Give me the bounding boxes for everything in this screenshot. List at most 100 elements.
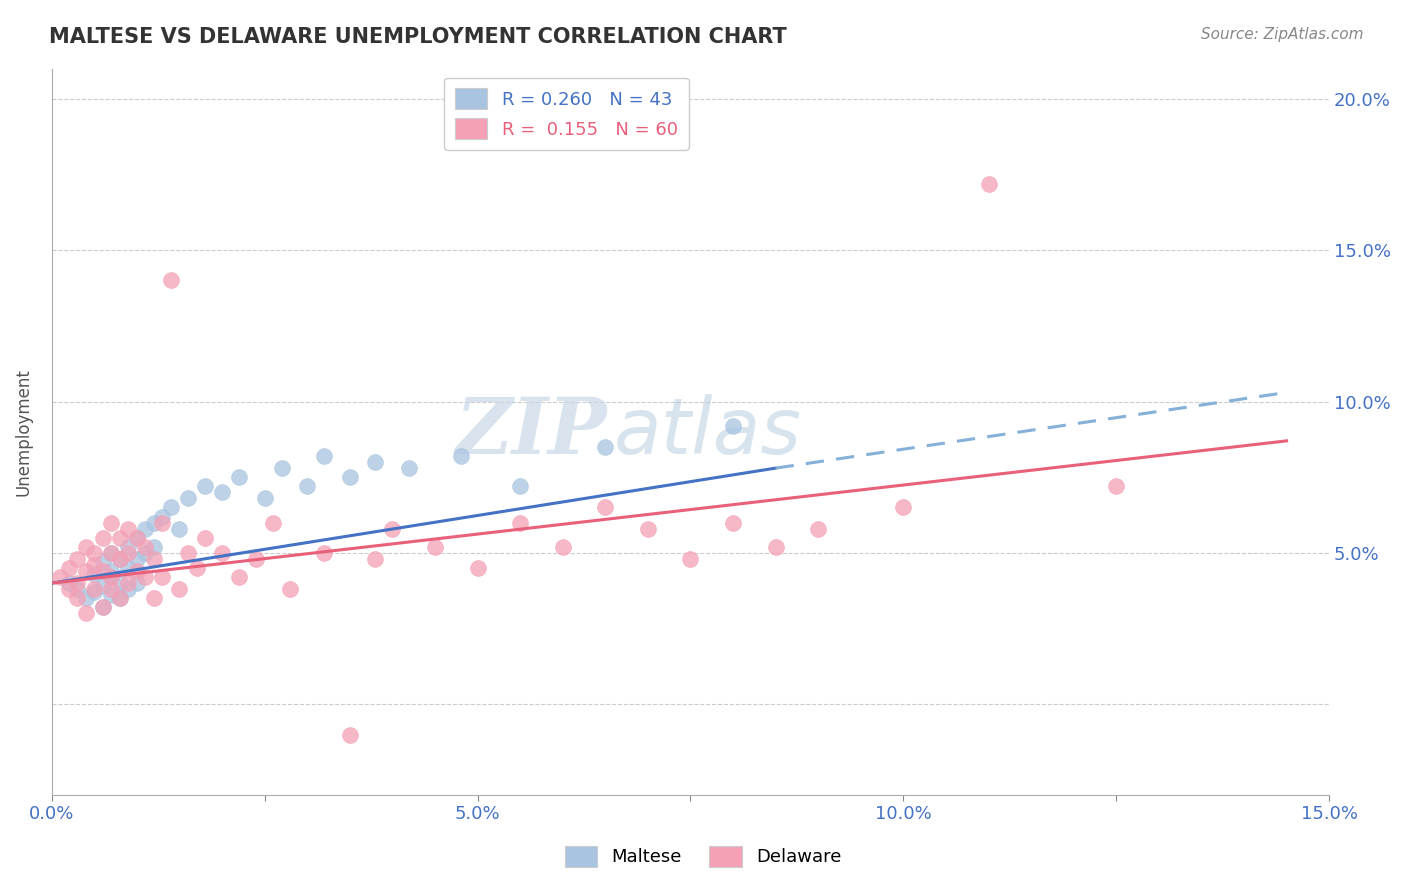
Point	[108, 576, 131, 591]
Point	[142, 540, 165, 554]
Point	[595, 440, 617, 454]
Point	[83, 585, 105, 599]
Point	[314, 546, 336, 560]
Point	[75, 591, 97, 606]
Point	[91, 555, 114, 569]
Point	[152, 570, 174, 584]
Point	[721, 418, 744, 433]
Point	[117, 582, 139, 597]
Point	[117, 540, 139, 554]
Point	[100, 570, 122, 584]
Point	[398, 461, 420, 475]
Point	[509, 516, 531, 530]
Point	[83, 546, 105, 560]
Point	[108, 552, 131, 566]
Point	[117, 576, 139, 591]
Point	[100, 570, 122, 584]
Point	[100, 588, 122, 602]
Text: Source: ZipAtlas.com: Source: ZipAtlas.com	[1201, 27, 1364, 42]
Point	[83, 567, 105, 582]
Point	[100, 516, 122, 530]
Text: MALTESE VS DELAWARE UNEMPLOYMENT CORRELATION CHART: MALTESE VS DELAWARE UNEMPLOYMENT CORRELA…	[49, 27, 787, 46]
Point	[125, 576, 148, 591]
Text: atlas: atlas	[614, 393, 801, 470]
Point	[211, 485, 233, 500]
Point	[228, 470, 250, 484]
Point	[125, 531, 148, 545]
Point	[134, 546, 156, 560]
Point	[339, 727, 361, 741]
Point	[152, 509, 174, 524]
Point	[595, 500, 617, 515]
Point	[509, 479, 531, 493]
Point	[91, 531, 114, 545]
Point	[83, 582, 105, 597]
Text: ZIP: ZIP	[456, 393, 607, 470]
Point	[278, 582, 301, 597]
Point	[1105, 479, 1128, 493]
Point	[83, 558, 105, 572]
Point	[637, 522, 659, 536]
Point	[117, 522, 139, 536]
Point	[142, 552, 165, 566]
Point	[108, 531, 131, 545]
Point	[91, 564, 114, 578]
Point	[100, 582, 122, 597]
Point	[169, 522, 191, 536]
Point	[551, 540, 574, 554]
Point	[262, 516, 284, 530]
Point	[228, 570, 250, 584]
Point	[66, 591, 89, 606]
Point	[66, 552, 89, 566]
Point	[977, 177, 1000, 191]
Point	[194, 531, 217, 545]
Legend: R = 0.260   N = 43, R =  0.155   N = 60: R = 0.260 N = 43, R = 0.155 N = 60	[444, 78, 689, 150]
Point	[91, 600, 114, 615]
Point	[134, 540, 156, 554]
Y-axis label: Unemployment: Unemployment	[15, 368, 32, 496]
Point	[100, 546, 122, 560]
Point	[142, 516, 165, 530]
Point	[807, 522, 830, 536]
Point	[339, 470, 361, 484]
Legend: Maltese, Delaware: Maltese, Delaware	[557, 838, 849, 874]
Point	[314, 449, 336, 463]
Point	[108, 591, 131, 606]
Point	[364, 455, 387, 469]
Point	[125, 564, 148, 578]
Point	[467, 561, 489, 575]
Point	[381, 522, 404, 536]
Point	[297, 479, 319, 493]
Point	[66, 582, 89, 597]
Point	[186, 561, 208, 575]
Point	[58, 582, 80, 597]
Point	[58, 576, 80, 591]
Point	[134, 522, 156, 536]
Point	[75, 607, 97, 621]
Point	[721, 516, 744, 530]
Point	[108, 591, 131, 606]
Point	[66, 576, 89, 591]
Point	[100, 546, 122, 560]
Point	[100, 564, 122, 578]
Point	[125, 531, 148, 545]
Point	[75, 540, 97, 554]
Point	[450, 449, 472, 463]
Point	[142, 591, 165, 606]
Point	[211, 546, 233, 560]
Point	[134, 570, 156, 584]
Point	[49, 570, 72, 584]
Point	[177, 546, 200, 560]
Point	[169, 582, 191, 597]
Point	[270, 461, 292, 475]
Point	[364, 552, 387, 566]
Point	[177, 491, 200, 506]
Point	[125, 552, 148, 566]
Point	[765, 540, 787, 554]
Point	[245, 552, 267, 566]
Point	[91, 600, 114, 615]
Point	[91, 579, 114, 593]
Point	[891, 500, 914, 515]
Point	[117, 561, 139, 575]
Point	[194, 479, 217, 493]
